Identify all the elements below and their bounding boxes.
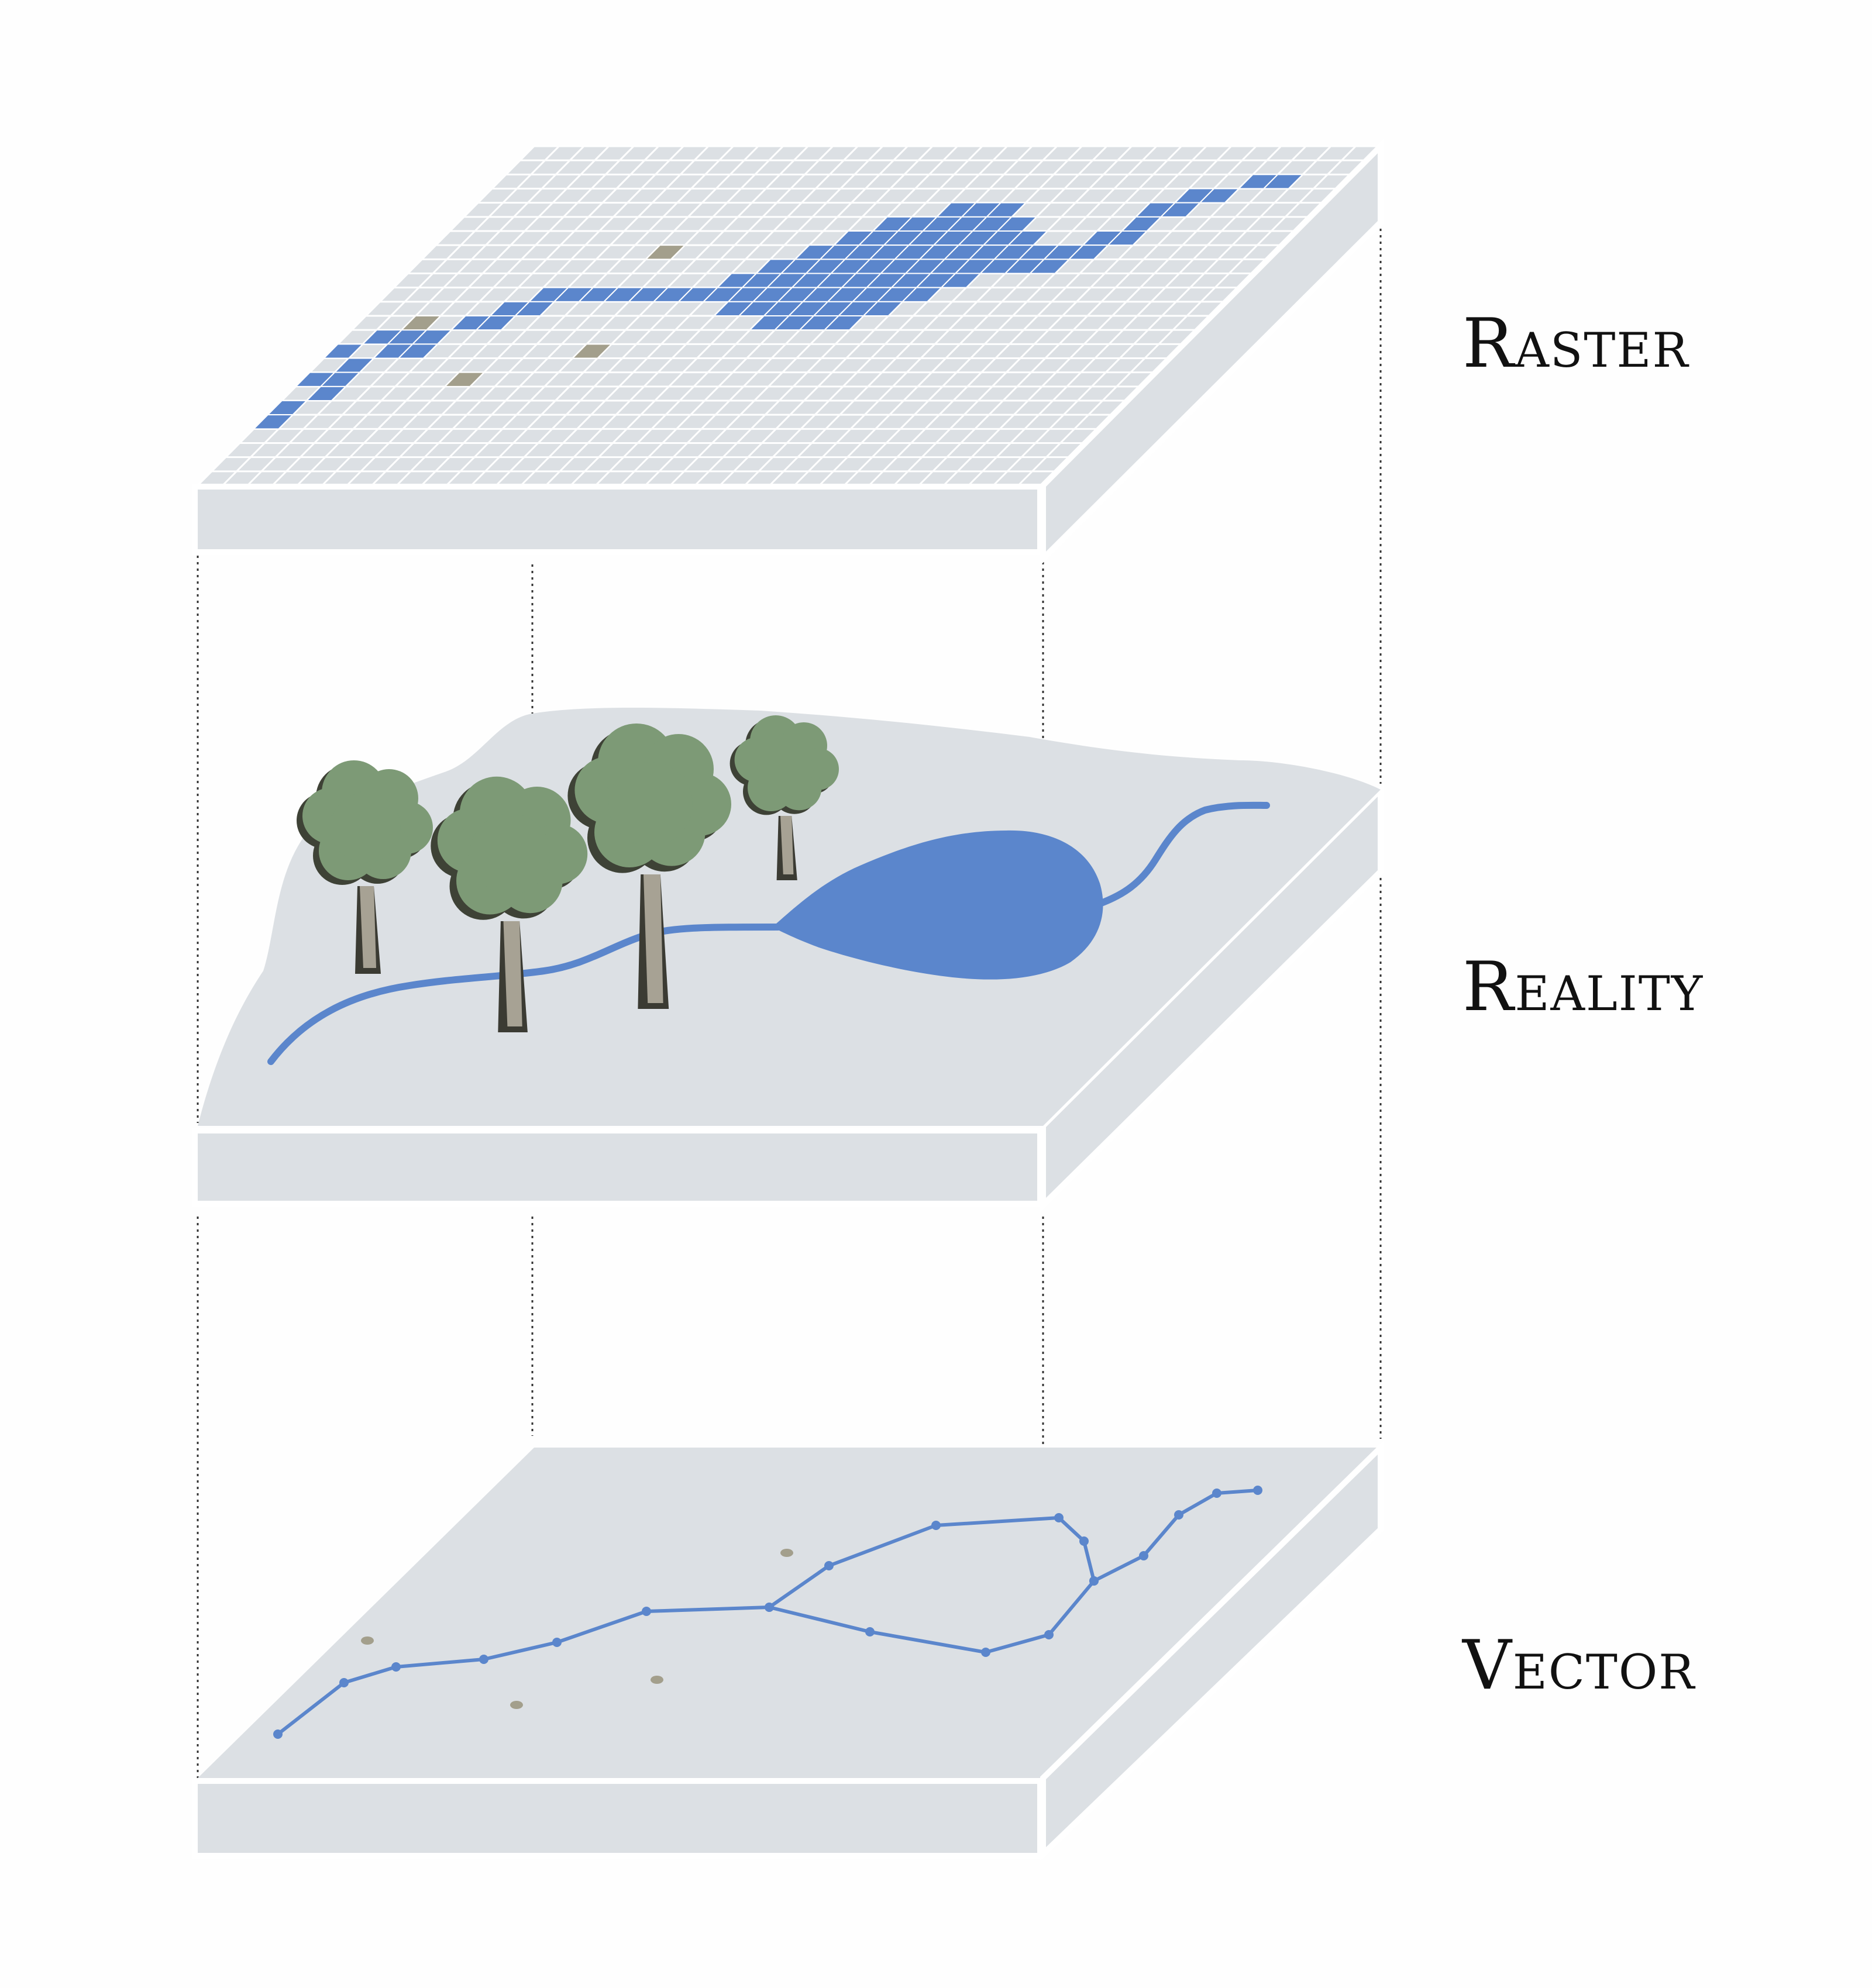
water-cell — [1106, 230, 1148, 246]
tree — [567, 723, 731, 1009]
vector-vertex — [1044, 1630, 1054, 1639]
reality-slab-front — [192, 1128, 1043, 1207]
lake — [772, 830, 1103, 980]
stream — [267, 924, 782, 1065]
vector-vertex — [931, 1521, 941, 1530]
water-cell — [823, 315, 865, 331]
tree-foliage — [757, 741, 813, 797]
water-cell — [1262, 174, 1305, 190]
vector-vertex — [865, 1627, 875, 1636]
tree — [297, 760, 433, 974]
water-cell — [979, 259, 1021, 274]
water-cell — [1159, 202, 1202, 218]
vector-vertex — [1174, 1510, 1183, 1520]
vector-network — [273, 1486, 1262, 1739]
raster-cells — [252, 174, 1305, 430]
water-cell — [1067, 244, 1110, 260]
vector-point — [651, 1676, 663, 1684]
vector-point — [510, 1701, 523, 1709]
vector-vertex — [1054, 1513, 1064, 1522]
water-cell — [1198, 188, 1241, 204]
vector-vertex — [765, 1603, 774, 1612]
water-cell — [305, 385, 347, 401]
raster-slab-front — [192, 484, 1043, 555]
water-cell — [1017, 244, 1060, 260]
vector-vertex — [1253, 1486, 1262, 1495]
vector-point — [361, 1636, 374, 1645]
tree — [431, 776, 588, 1032]
tree-trunk — [360, 886, 376, 968]
tree-foliage — [608, 762, 693, 846]
inflow-stream — [1096, 801, 1270, 907]
trees — [297, 715, 839, 1032]
water-cell — [940, 273, 982, 288]
vector-vertex — [1139, 1551, 1148, 1560]
vector-point — [780, 1549, 793, 1557]
water-cell — [372, 343, 414, 359]
vector-vertex — [552, 1638, 562, 1647]
water-cell — [450, 315, 492, 331]
tree-trunk — [644, 874, 663, 1003]
tree-trunk — [780, 816, 794, 874]
reality-layer — [192, 708, 1384, 1212]
tree-trunk — [503, 921, 522, 1026]
tree-foliage — [470, 814, 550, 894]
vector-vertex — [273, 1729, 283, 1739]
water-cell — [901, 287, 943, 302]
vector-vertex — [824, 1561, 834, 1570]
raster-label: Raster — [1462, 304, 1689, 383]
tree-foliage — [331, 793, 401, 863]
vector-label: Vector — [1462, 1626, 1696, 1705]
vector-vertex — [1079, 1536, 1089, 1546]
water-cell — [862, 301, 904, 316]
vector-slab-front — [192, 1778, 1043, 1859]
vector-vertex — [339, 1678, 349, 1687]
point-feature-cell — [443, 371, 486, 387]
water-cell — [252, 414, 294, 430]
water-cell — [1028, 259, 1071, 274]
vector-layer — [192, 1441, 1384, 1861]
vector-vertex — [479, 1655, 488, 1664]
vector-vertex — [1212, 1489, 1221, 1498]
vector-vertex — [642, 1607, 651, 1616]
vector-line-main — [277, 1489, 1258, 1736]
point-feature-cell — [571, 343, 613, 359]
vector-vertex — [1089, 1576, 1099, 1586]
tree — [729, 715, 839, 880]
vector-vertex — [981, 1648, 990, 1657]
vector-point-features — [361, 1549, 793, 1709]
vector-vertex — [391, 1662, 401, 1672]
reality-label: Reality — [1462, 948, 1704, 1026]
point-feature-cell — [400, 315, 442, 331]
raster-layer — [192, 139, 1384, 566]
point-feature-cell — [644, 244, 687, 260]
